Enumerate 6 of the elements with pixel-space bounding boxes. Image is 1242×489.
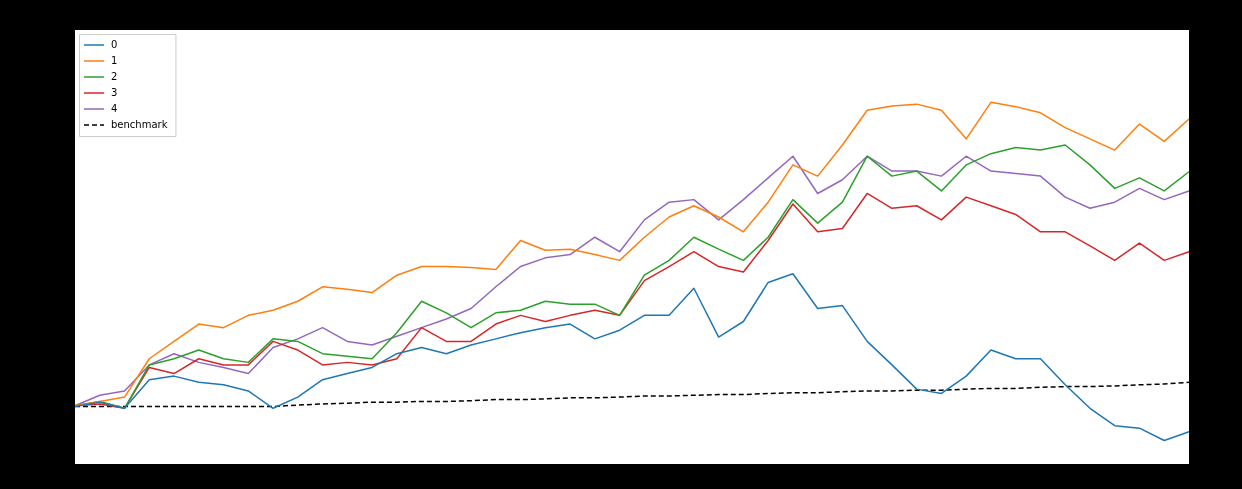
legend-label: benchmark [111,118,168,130]
legend-label: 2 [111,70,118,82]
legend-label: 1 [111,54,118,66]
legend-label: 3 [111,86,118,98]
legend-label: 4 [111,102,118,114]
legend-label: 0 [111,38,118,50]
